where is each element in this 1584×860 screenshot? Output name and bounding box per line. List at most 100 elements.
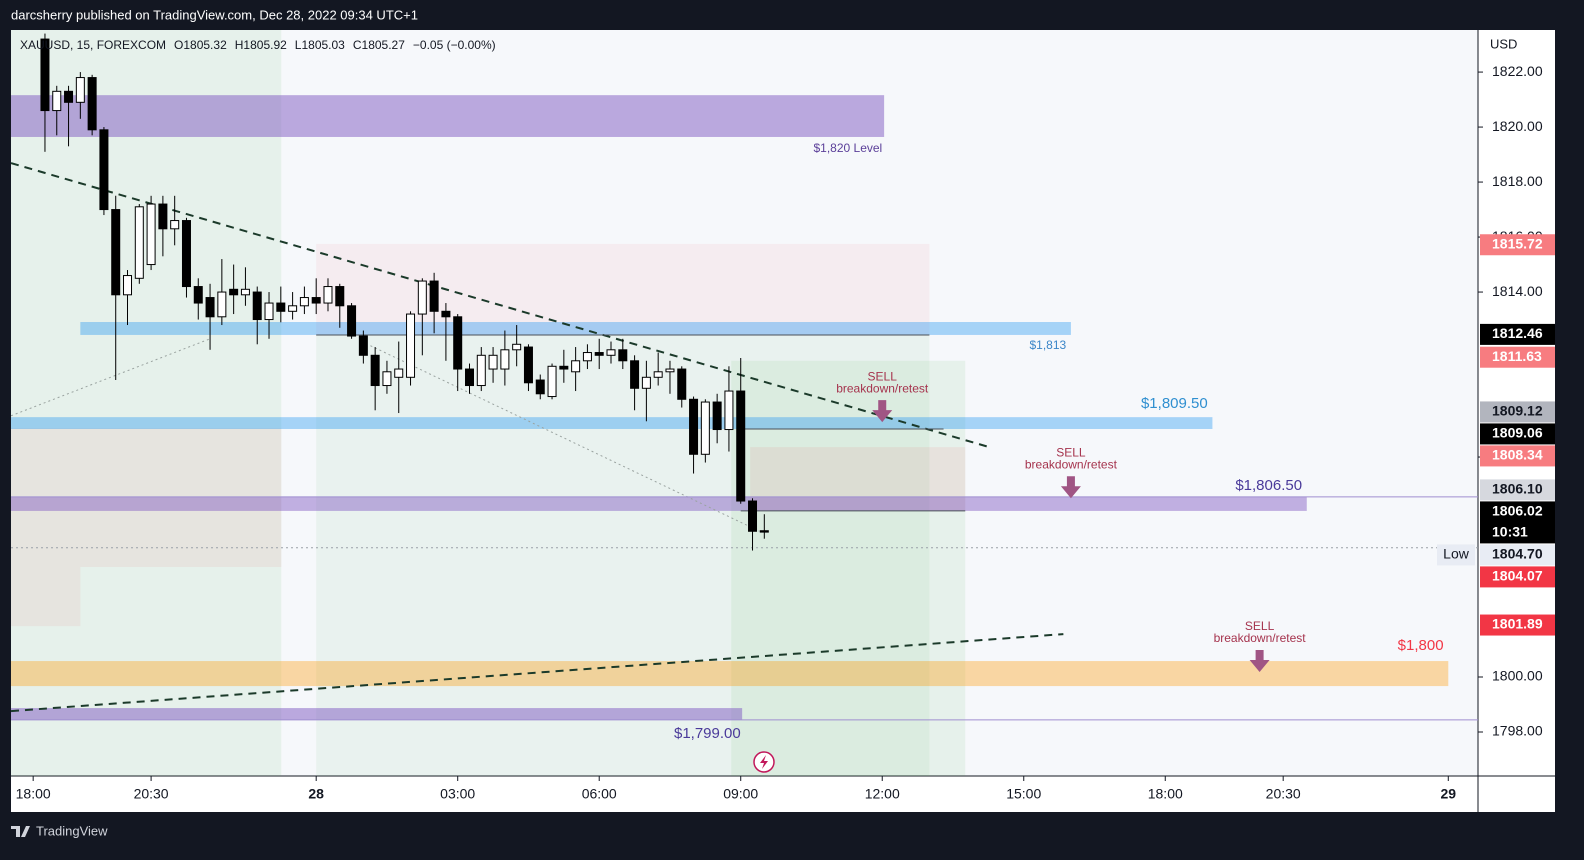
candle-body	[641, 376, 651, 389]
price-badge-label: 1809.12	[1492, 403, 1543, 419]
brand-logo: TradingView	[11, 823, 108, 838]
level-label: $1,813	[1029, 338, 1066, 352]
sell-arrow	[1249, 650, 1270, 673]
price-badge	[1480, 544, 1555, 566]
zone	[11, 417, 1213, 429]
candle-body	[75, 77, 85, 103]
zone	[11, 567, 81, 627]
x-tick-label: 20:30	[1266, 786, 1301, 802]
candle-body	[606, 349, 616, 356]
zone	[750, 447, 966, 511]
candle-body	[712, 401, 722, 431]
zone	[316, 334, 930, 776]
level-label: $1,799.00	[674, 725, 741, 742]
price-tag-box	[1437, 544, 1475, 566]
candle-body	[677, 368, 687, 400]
legend-item: L1805.03	[295, 38, 345, 52]
candle-body	[335, 286, 345, 307]
x-tick-label: 18:00	[1148, 786, 1183, 802]
candle-body	[394, 368, 404, 378]
y-tick-label: 1818.00	[1492, 173, 1543, 189]
candle-body	[146, 203, 156, 266]
candle-body	[229, 288, 239, 296]
candle-body	[653, 371, 663, 378]
price-badge-label: 1812.46	[1492, 325, 1543, 341]
sell-text: breakdown/retest	[1025, 457, 1118, 471]
time-axis	[11, 776, 1478, 812]
sell-arrow	[872, 400, 893, 423]
candle-body	[417, 280, 427, 315]
candle-body	[193, 286, 203, 304]
candle-body	[453, 316, 463, 370]
sell-text: breakdown/retest	[836, 381, 929, 395]
candle-body	[181, 220, 191, 288]
candle-body	[512, 343, 522, 351]
candle-body	[158, 203, 168, 230]
candle-body	[665, 368, 675, 373]
candle-body	[217, 291, 227, 318]
price-badge-label: 1806.02	[1492, 503, 1543, 519]
candle-body	[382, 371, 392, 387]
price-badge-label: 1806.10	[1492, 481, 1543, 497]
level-label: $1,820 Level	[814, 141, 883, 155]
candle-body	[406, 313, 416, 378]
legend-item: O1805.32	[174, 38, 227, 52]
candle-body	[64, 90, 74, 103]
candle-body	[40, 38, 50, 112]
candle-body	[123, 275, 133, 296]
price-badge	[1480, 423, 1555, 445]
sell-title: SELL	[1056, 445, 1086, 459]
price-badge-label: 1804.70	[1492, 546, 1543, 562]
price-tag: Low	[1443, 546, 1470, 562]
brand: TradingView	[36, 823, 108, 838]
price-badge	[1480, 479, 1555, 501]
candle-body	[700, 401, 710, 455]
candle-body	[689, 398, 699, 455]
price-badge-countdown: 10:31	[1492, 524, 1528, 540]
candle-body	[582, 352, 592, 362]
candle-body	[464, 368, 474, 387]
published-note: darcsherry published on TradingView.com,…	[11, 7, 418, 22]
candle-body	[571, 360, 581, 373]
y-tick-label: 1800.00	[1492, 668, 1543, 684]
plot: $1,820 Level $1,813 $1,809.50 $1,806.50 $1,8…	[11, 30, 1478, 776]
price-badge-label: 1808.34	[1492, 447, 1543, 463]
x-tick-label: 28	[308, 786, 324, 802]
zone	[11, 708, 743, 720]
zone	[11, 95, 885, 137]
candle-body	[500, 349, 510, 370]
level-label: $1,806.50	[1235, 477, 1302, 494]
zone	[80, 322, 1071, 335]
event-icon[interactable]	[753, 751, 775, 773]
candle-body	[476, 354, 486, 387]
zone	[11, 30, 282, 776]
candle-body	[347, 305, 357, 337]
candle-body	[759, 530, 769, 533]
candle-body	[288, 305, 298, 312]
price-badge	[1480, 346, 1555, 368]
candle-body	[358, 335, 368, 356]
candle-body	[299, 297, 309, 307]
legend-item: −0.05 (−0.00%)	[413, 38, 496, 52]
candle-body	[134, 206, 144, 279]
overlay: XAUUSD, 15, FOREXCOM O1805.32 H1805.92 L180…	[16, 36, 1555, 802]
zone	[11, 428, 282, 568]
trend-line	[370, 345, 760, 532]
price-badge-label: 1801.89	[1492, 616, 1543, 632]
candle-body	[618, 349, 628, 362]
x-tick-label: 06:00	[582, 786, 617, 802]
x-tick-label: 09:00	[723, 786, 758, 802]
y-tick-label: 1822.00	[1492, 63, 1543, 79]
x-tick-label: 03:00	[440, 786, 475, 802]
price-badge	[1480, 566, 1555, 588]
candle-body	[252, 291, 262, 321]
candle-body	[87, 77, 97, 131]
candle-body	[441, 310, 451, 318]
level-label: $1,800	[1398, 637, 1444, 654]
price-badge	[1480, 445, 1555, 467]
candle-body	[535, 379, 545, 395]
candle-body	[111, 209, 121, 296]
price-badge-label: 1811.63	[1492, 348, 1542, 364]
trend-line	[11, 633, 1064, 713]
